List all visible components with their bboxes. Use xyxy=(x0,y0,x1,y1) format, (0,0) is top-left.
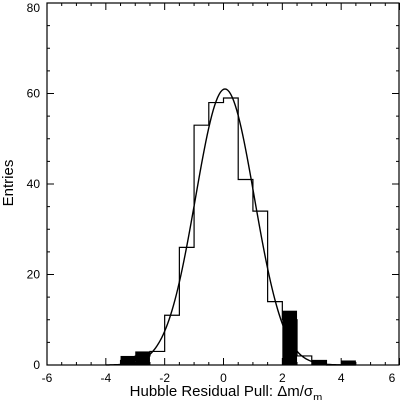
filled-bin xyxy=(282,310,298,365)
gaussian-fit-curve xyxy=(105,88,342,366)
x-tick-label: 0 xyxy=(220,371,227,385)
plot-frame xyxy=(46,2,400,366)
y-tick-label: 0 xyxy=(33,358,40,372)
y-tick-label: 40 xyxy=(27,177,41,191)
x-axis-title: Hubble Residual Pull: Δm/σm xyxy=(130,383,323,400)
x-tick-label: -2 xyxy=(159,371,170,385)
y-tick-label: 60 xyxy=(27,87,41,101)
x-axis-title-main: Hubble Residual Pull: Δm/σ xyxy=(130,383,314,400)
y-tick-label: 20 xyxy=(27,268,41,282)
x-axis-title-subscript: m xyxy=(313,392,322,400)
outline-histogram xyxy=(119,97,356,366)
y-axis-title: Entries xyxy=(0,160,17,207)
x-tick-labels: -6 -4 -2 0 2 4 6 xyxy=(42,371,396,385)
filled-bin xyxy=(135,351,150,365)
x-tick-label: -6 xyxy=(42,371,53,385)
x-tick-label: 6 xyxy=(389,371,396,385)
filled-histogram xyxy=(120,310,356,365)
x-tick-label: 4 xyxy=(338,371,345,385)
x-tick-label: 2 xyxy=(279,371,286,385)
x-tick-label: -4 xyxy=(100,371,111,385)
filled-bin xyxy=(341,360,356,365)
axis-ticks xyxy=(46,2,400,366)
y-tick-labels: 0 20 40 60 80 xyxy=(27,1,41,372)
y-tick-label: 80 xyxy=(27,1,41,15)
